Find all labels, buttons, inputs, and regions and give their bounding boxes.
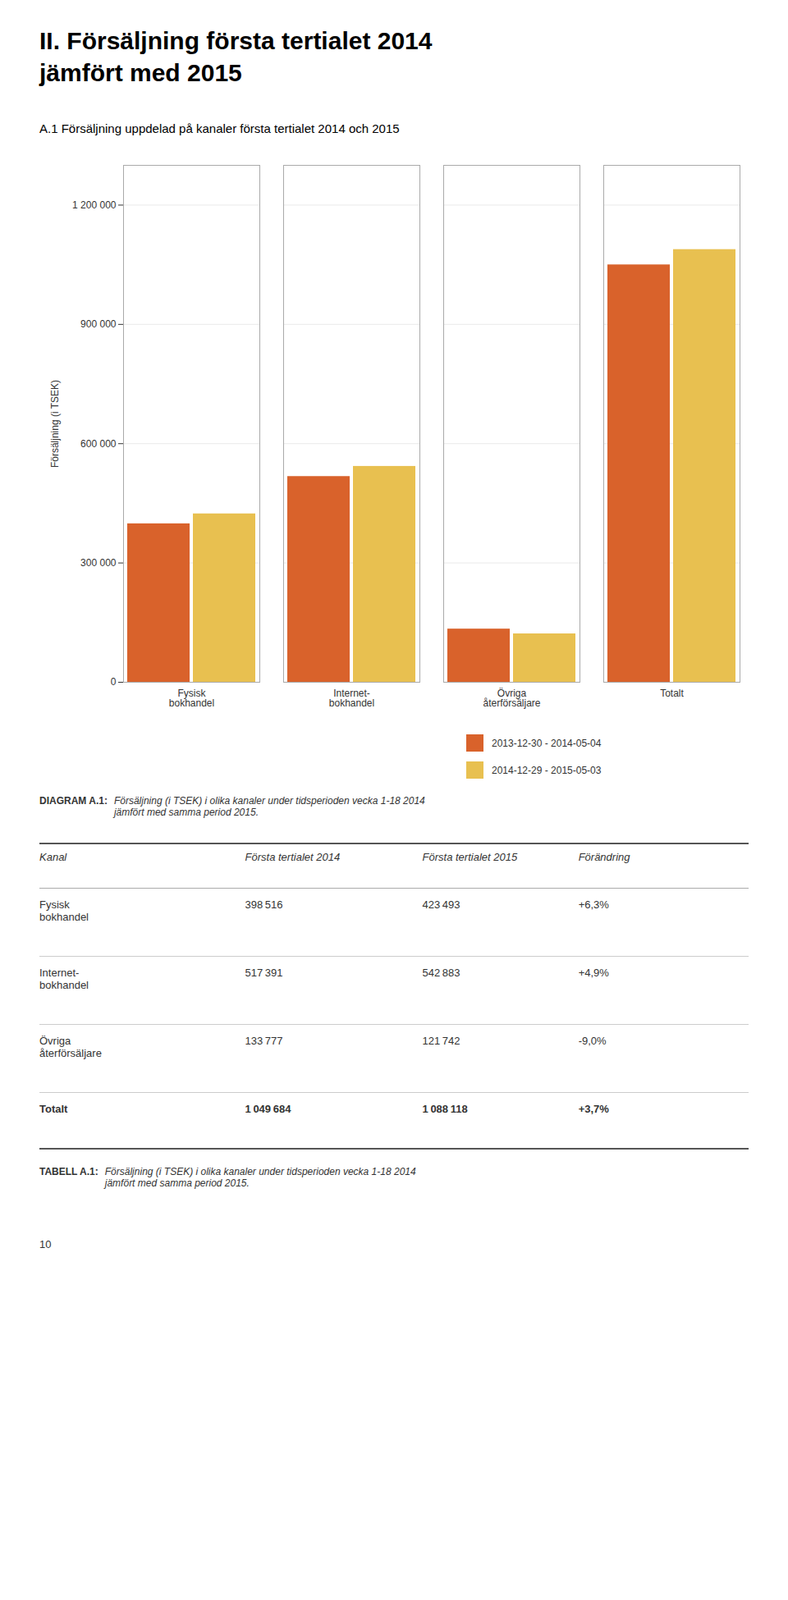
html-text:Fysisk bokhandel: Fysisk bokhandel bbox=[39, 898, 89, 924]
html-text:A.1 Försäljning uppdelad på ka: A.1 Försäljning uppdelad på kanaler förs… bbox=[39, 121, 400, 136]
svg-text:900 000: 900 000 bbox=[80, 318, 117, 330]
html-text:423 493: 423 493 bbox=[422, 898, 461, 912]
svg-text:Försäljning (i TSEK): Försäljning (i TSEK) bbox=[49, 380, 61, 468]
html-text:398 516: 398 516 bbox=[245, 898, 283, 912]
svg-text:600 000: 600 000 bbox=[80, 438, 117, 450]
svg-text:Övrigaåterförsäljare: Övrigaåterförsäljare bbox=[482, 687, 541, 710]
html-text:1 088 118: 1 088 118 bbox=[422, 1103, 468, 1116]
svg-text:Totalt: Totalt bbox=[659, 687, 684, 700]
html-text:Övriga återförsäljare: Övriga återförsäljare bbox=[39, 1035, 102, 1060]
svg-text:0: 0 bbox=[110, 676, 117, 688]
html-text:+6,3%: +6,3% bbox=[578, 898, 609, 912]
html-text:Totalt: Totalt bbox=[39, 1103, 68, 1116]
html-text:Första tertialet 2014: Första tertialet 2014 bbox=[245, 851, 340, 864]
html-text:121 742: 121 742 bbox=[422, 1035, 461, 1048]
html-text:Förändring: Förändring bbox=[578, 851, 630, 864]
html-text:10: 10 bbox=[39, 1238, 52, 1251]
html-text:133 777: 133 777 bbox=[245, 1035, 283, 1048]
html-text:2013-12-30 - 2014-05-04: 2013-12-30 - 2014-05-04 bbox=[491, 737, 602, 750]
svg-text:Internet-bokhandel: Internet-bokhandel bbox=[329, 687, 375, 710]
html-text:1 049 684: 1 049 684 bbox=[245, 1103, 291, 1116]
html-text:Första tertialet 2015: Första tertialet 2015 bbox=[422, 851, 518, 864]
html-text:TABELL A.1:: TABELL A.1: bbox=[39, 1166, 99, 1178]
svg-text:Fysiskbokhandel: Fysiskbokhandel bbox=[169, 687, 215, 710]
html-text:Kanal: Kanal bbox=[39, 851, 67, 864]
html-text:2014-12-29 - 2015-05-03: 2014-12-29 - 2015-05-03 bbox=[491, 764, 602, 777]
html-text:DIAGRAM A.1:: DIAGRAM A.1: bbox=[39, 795, 108, 807]
html-text:-9,0%: -9,0% bbox=[578, 1035, 607, 1048]
html-text:+3,7%: +3,7% bbox=[578, 1103, 609, 1116]
html-text:Försäljning (i TSEK) i olika k: Försäljning (i TSEK) i olika kanaler und… bbox=[104, 1166, 416, 1190]
html-text:II. Försäljning första tertial: II. Försäljning första tertialet 2014 jä… bbox=[39, 27, 433, 87]
html-text:517 391: 517 391 bbox=[245, 966, 283, 980]
html-text:542 883: 542 883 bbox=[422, 966, 461, 980]
svg-text:300 000: 300 000 bbox=[80, 557, 117, 569]
html-text:+4,9%: +4,9% bbox=[578, 966, 609, 980]
html-text:Internet- bokhandel: Internet- bokhandel bbox=[39, 966, 89, 992]
html-text:Försäljning (i TSEK) i olika k: Försäljning (i TSEK) i olika kanaler und… bbox=[114, 795, 426, 819]
svg-text:1 200 000: 1 200 000 bbox=[72, 199, 117, 211]
